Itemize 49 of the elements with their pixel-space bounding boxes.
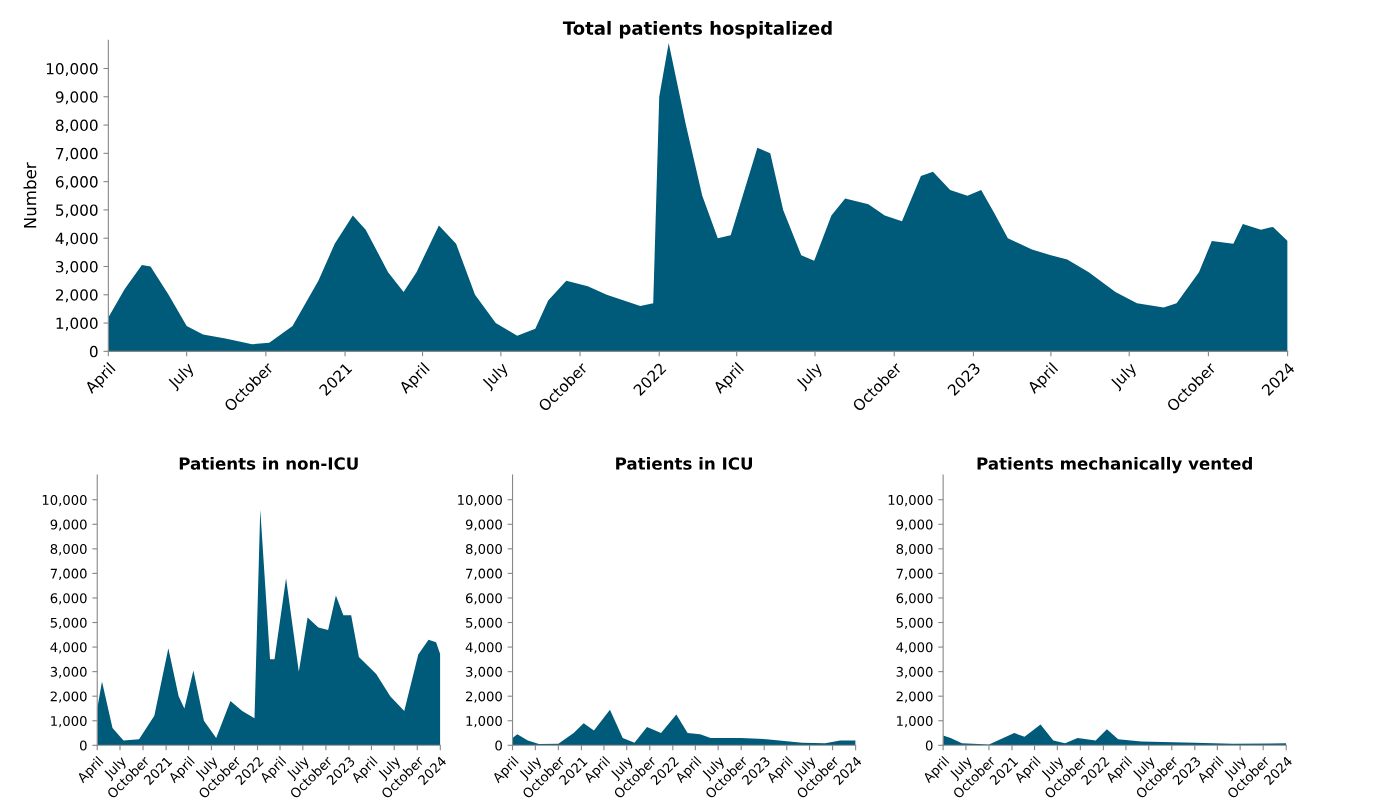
y-tick-label: 3,000 <box>56 260 98 275</box>
y-tick-label: 2,000 <box>466 691 502 703</box>
y-tick-label: 0 <box>79 740 87 751</box>
y-tick-label: 6,000 <box>896 593 933 605</box>
y-tick-label: 1,000 <box>56 317 98 331</box>
chart-title: Patients mechanically vented <box>977 456 1252 474</box>
chart-title: Patients in non-ICU <box>179 456 358 470</box>
y-tick-label: 5,000 <box>466 617 502 630</box>
y-tick-label: 4,000 <box>50 642 87 654</box>
y-tick-label: 2,000 <box>50 691 87 703</box>
y-tick-label: 3,000 <box>896 666 933 679</box>
y-tick-label: 0 <box>925 740 933 751</box>
y-tick-label: 6,000 <box>55 176 98 190</box>
y-tick-label: 8,000 <box>465 544 502 556</box>
y-tick-label: 7,000 <box>896 568 933 580</box>
y-tick-label: 7,000 <box>56 147 98 161</box>
y-tick-label: 3,000 <box>50 666 87 679</box>
y-tick-label: 2,000 <box>56 289 98 303</box>
y-tick-label: 10,000 <box>458 494 502 507</box>
y-tick-label: 9,000 <box>55 91 98 105</box>
y-tick-label: 5,000 <box>56 204 98 218</box>
chart-title: Patients in ICU <box>616 456 753 470</box>
y-tick-label: 10,000 <box>888 494 933 507</box>
chart-title: Total patients hospitalized <box>562 20 832 39</box>
y-tick-label: 0 <box>495 740 502 751</box>
y-tick-label: 7,000 <box>466 568 502 580</box>
y-tick-label: 5,000 <box>50 617 87 630</box>
y-tick-label: 4,000 <box>896 642 933 654</box>
y-tick-label: 9,000 <box>50 519 87 531</box>
y-tick-label: 7,000 <box>50 568 87 580</box>
y-tick-label: 5,000 <box>896 617 933 630</box>
y-tick-label: 6,000 <box>50 593 87 605</box>
y-tick-label: 3,000 <box>466 666 502 679</box>
y-tick-label: 10,000 <box>42 494 87 507</box>
y-tick-label: 0 <box>89 345 98 358</box>
y-tick-label: 1,000 <box>466 715 502 728</box>
y-tick-label: 8,000 <box>896 544 933 556</box>
y-tick-label: 4,000 <box>55 232 98 246</box>
y-tick-label: 9,000 <box>465 519 502 531</box>
y-tick-label: 1,000 <box>51 715 87 728</box>
y-tick-label: 8,000 <box>50 544 87 556</box>
y-tick-label: 1,000 <box>897 715 933 728</box>
y-tick-label: 10,000 <box>46 62 98 77</box>
y-tick-label: 9,000 <box>896 519 933 531</box>
y-tick-label: 8,000 <box>55 119 98 133</box>
y-tick-label: 2,000 <box>896 691 933 703</box>
y-axis-title: Number <box>23 162 37 228</box>
y-tick-label: 6,000 <box>465 593 502 605</box>
y-tick-label: 4,000 <box>465 642 502 654</box>
